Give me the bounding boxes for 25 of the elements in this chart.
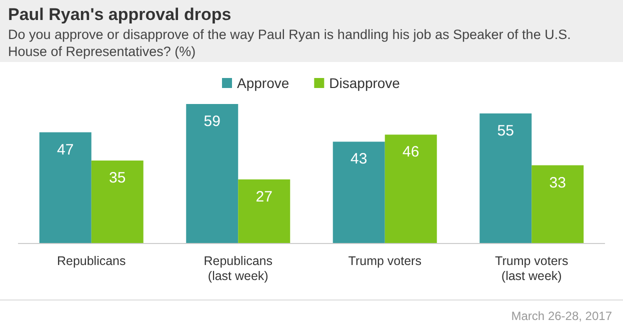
data-label: 27 — [256, 188, 272, 206]
bar — [91, 160, 144, 243]
data-label: 47 — [57, 141, 74, 158]
data-label: 33 — [549, 174, 566, 192]
data-label: 59 — [204, 113, 220, 130]
legend-label: Approve — [237, 75, 290, 91]
chart-subtitle: Do you approve or disapprove of the way Paul Ryan is handling his job as Speaker of the U.S. House of Representatives? (%) — [8, 27, 571, 59]
bar — [39, 132, 92, 243]
x-tick-label: Republicans (last week) — [204, 254, 273, 283]
bar — [332, 142, 385, 243]
data-label: 35 — [109, 170, 126, 187]
data-label: 55 — [497, 122, 514, 140]
bar — [384, 134, 437, 243]
bar — [238, 179, 290, 243]
data-label: 43 — [350, 150, 368, 168]
x-tick-label: Republicans — [56, 254, 126, 268]
chart-title: Paul Ryan's approval drops — [8, 5, 232, 24]
data-label: 46 — [402, 144, 420, 161]
x-tick-label: Trump voters — [348, 254, 422, 268]
bar — [480, 113, 532, 243]
bar — [532, 165, 584, 243]
text: March 26-28, 2017 — [511, 309, 612, 323]
legend-label: Disapprove — [329, 75, 400, 91]
x-tick-label: Trump voters (last week) — [495, 254, 568, 283]
bar — [186, 104, 238, 243]
